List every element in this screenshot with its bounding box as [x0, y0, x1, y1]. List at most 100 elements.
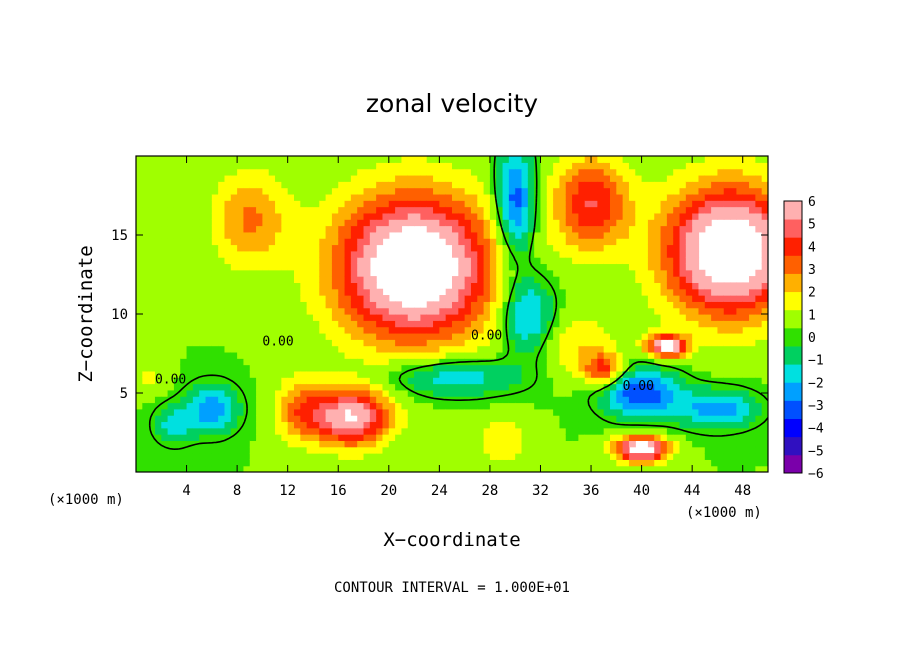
- heat-cell: [711, 282, 719, 290]
- heat-cell: [148, 301, 156, 309]
- heat-cell: [433, 225, 440, 233]
- heat-cell: [685, 377, 693, 385]
- heat-cell: [458, 301, 466, 309]
- heat-cell: [306, 156, 314, 163]
- heat-cell: [268, 168, 276, 176]
- heat-cell: [572, 295, 579, 302]
- heat-cell: [148, 162, 156, 170]
- heat-cell: [433, 219, 440, 227]
- heat-cell: [275, 263, 282, 271]
- heat-cell: [230, 383, 238, 391]
- heat-cell: [167, 168, 175, 176]
- heat-cell: [154, 434, 162, 441]
- heat-cell: [635, 288, 643, 296]
- heat-cell: [742, 459, 750, 467]
- heat-cell: [275, 370, 282, 378]
- heat-cell: [382, 200, 390, 208]
- heat-cell: [344, 181, 352, 189]
- heat-cell: [331, 250, 339, 258]
- heat-cell: [635, 250, 643, 258]
- heat-cell: [180, 193, 188, 201]
- heat-cell: [237, 206, 245, 214]
- heat-cell: [319, 193, 327, 201]
- heat-cell: [262, 219, 270, 227]
- heat-cell: [262, 345, 270, 353]
- heat-cell: [243, 238, 251, 246]
- heat-cell: [312, 440, 320, 448]
- heat-cell: [458, 408, 466, 416]
- heat-cell: [281, 383, 289, 391]
- heat-cell: [148, 181, 156, 189]
- heat-cell: [559, 358, 567, 366]
- heat-cell: [148, 339, 156, 347]
- heat-cell: [388, 301, 396, 309]
- heat-cell: [508, 370, 516, 378]
- heat-cell: [445, 326, 453, 334]
- heat-cell: [553, 219, 561, 227]
- heat-cell: [243, 212, 251, 220]
- heat-cell: [610, 446, 617, 454]
- heat-cell: [698, 225, 706, 233]
- heat-cell: [572, 187, 579, 195]
- heat-cell: [521, 421, 529, 429]
- heat-cell: [540, 358, 548, 366]
- heat-cell: [256, 219, 263, 227]
- heat-cell: [553, 402, 561, 410]
- heat-cell: [331, 339, 339, 347]
- heat-cell: [205, 415, 213, 423]
- heat-cell: [376, 370, 384, 378]
- heat-cell: [603, 200, 611, 208]
- heat-cell: [306, 370, 314, 378]
- heat-cell: [230, 396, 238, 404]
- heat-cell: [325, 446, 333, 454]
- heat-cell: [376, 307, 384, 315]
- heat-cell: [660, 351, 668, 359]
- heat-cell: [464, 269, 472, 277]
- heat-cell: [666, 282, 674, 290]
- heat-cell: [647, 174, 655, 182]
- heat-cell: [559, 332, 567, 340]
- heat-cell: [755, 168, 763, 176]
- heat-cell: [243, 389, 251, 397]
- heat-cell: [439, 295, 447, 302]
- heat-cell: [597, 421, 605, 429]
- heat-cell: [369, 345, 377, 353]
- heat-cell: [515, 162, 523, 170]
- heat-cell: [338, 212, 346, 220]
- heat-cell: [591, 263, 598, 271]
- heat-cell: [546, 301, 554, 309]
- heat-cell: [281, 244, 289, 252]
- heat-cell: [243, 396, 251, 404]
- heat-cell: [496, 206, 504, 214]
- heat-cell: [199, 181, 207, 189]
- heat-cell: [218, 307, 226, 315]
- heat-cell: [357, 282, 365, 290]
- heat-cell: [654, 440, 662, 448]
- heat-cell: [458, 219, 466, 227]
- heat-cell: [243, 301, 251, 309]
- heat-cell: [489, 389, 497, 397]
- heat-cell: [237, 212, 245, 220]
- heat-cell: [673, 440, 681, 448]
- heat-cell: [281, 231, 289, 239]
- heat-cell: [647, 244, 655, 252]
- heat-cell: [376, 162, 384, 170]
- heat-cell: [192, 389, 200, 397]
- heat-cell: [173, 351, 181, 359]
- heat-cell: [628, 174, 636, 182]
- heat-cell: [148, 257, 156, 265]
- heat-cell: [154, 288, 162, 296]
- heat-cell: [546, 174, 554, 182]
- heat-cell: [565, 301, 573, 309]
- heat-cell: [572, 446, 579, 454]
- heat-cell: [142, 345, 150, 353]
- heat-cell: [224, 156, 232, 163]
- heat-cell: [211, 307, 219, 315]
- heat-cell: [597, 219, 605, 227]
- heat-cell: [420, 156, 428, 163]
- heat-cell: [136, 244, 143, 252]
- heat-cell: [641, 269, 649, 277]
- heat-cell: [407, 377, 415, 385]
- heat-cell: [243, 370, 251, 378]
- heat-cell: [666, 244, 674, 252]
